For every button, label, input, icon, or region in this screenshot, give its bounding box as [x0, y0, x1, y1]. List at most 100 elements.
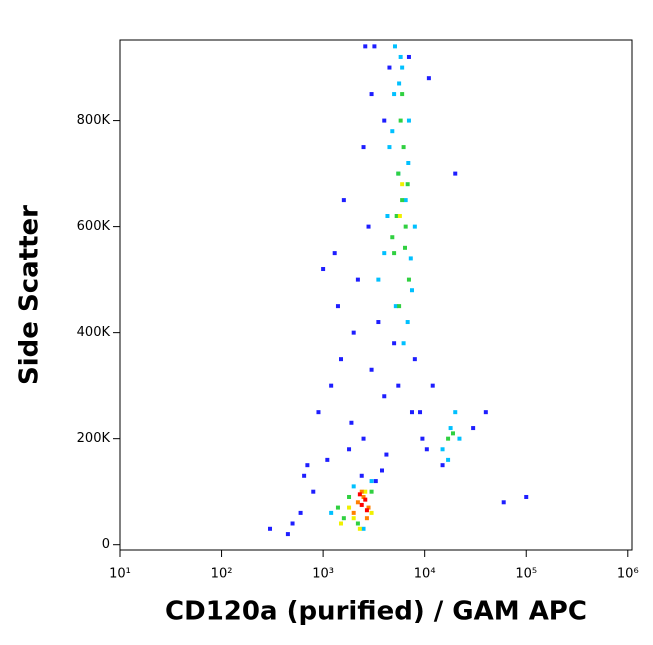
point	[405, 182, 410, 187]
y-tick-label: 600K	[77, 219, 111, 234]
point	[359, 502, 364, 507]
point	[339, 521, 344, 526]
y-tick-label: 400K	[77, 325, 111, 340]
point	[392, 341, 397, 346]
point	[316, 410, 321, 415]
point	[392, 92, 397, 97]
point	[424, 447, 429, 452]
point	[351, 516, 356, 521]
point	[363, 497, 368, 502]
point	[369, 510, 374, 515]
point	[376, 277, 381, 282]
x-tick-label: 10⁵	[515, 567, 537, 582]
point	[398, 118, 403, 123]
point	[397, 214, 402, 219]
point	[285, 532, 290, 537]
point	[396, 171, 401, 176]
point	[385, 214, 390, 219]
point	[483, 410, 488, 415]
point	[355, 277, 360, 282]
x-tick-label: 10⁴	[414, 567, 436, 582]
point	[325, 457, 330, 462]
point	[361, 145, 366, 150]
point	[453, 171, 458, 176]
point	[366, 505, 371, 510]
point	[394, 214, 399, 219]
point	[440, 463, 445, 468]
x-tick-label: 10¹	[109, 567, 131, 582]
point	[369, 479, 374, 484]
point	[335, 505, 340, 510]
point	[412, 357, 417, 362]
point	[369, 489, 374, 494]
y-tick-label: 0	[102, 537, 110, 552]
point	[397, 81, 402, 86]
point	[361, 526, 366, 531]
point	[446, 457, 451, 462]
point	[380, 468, 385, 473]
point	[426, 76, 431, 81]
point	[366, 224, 371, 229]
x-tick-label: 10³	[312, 567, 334, 582]
point	[341, 198, 346, 203]
point	[382, 394, 387, 399]
point	[351, 510, 356, 515]
point	[347, 505, 352, 510]
point	[302, 473, 307, 478]
point	[363, 489, 368, 494]
point	[382, 118, 387, 123]
point	[351, 484, 356, 489]
point	[339, 357, 344, 362]
point	[305, 463, 310, 468]
point	[369, 92, 374, 97]
point	[430, 383, 435, 388]
point	[382, 251, 387, 256]
point	[363, 44, 368, 49]
point	[446, 436, 451, 441]
point	[347, 447, 352, 452]
point	[357, 526, 362, 531]
point	[268, 526, 273, 531]
point	[376, 320, 381, 325]
point	[400, 182, 405, 187]
point	[471, 426, 476, 431]
point	[405, 320, 410, 325]
point	[290, 521, 295, 526]
point	[298, 510, 303, 515]
point	[448, 426, 453, 431]
point	[402, 245, 407, 250]
point	[408, 256, 413, 261]
y-tick-label: 800K	[77, 113, 111, 128]
point	[347, 494, 352, 499]
point	[390, 129, 395, 134]
point	[349, 420, 354, 425]
point	[321, 267, 326, 272]
point	[400, 65, 405, 70]
point	[369, 367, 374, 372]
point	[403, 198, 408, 203]
point	[390, 235, 395, 240]
point	[387, 145, 392, 150]
point	[412, 224, 417, 229]
point	[403, 224, 408, 229]
point	[409, 410, 414, 415]
point	[361, 436, 366, 441]
point	[372, 44, 377, 49]
point	[341, 516, 346, 521]
y-tick-label: 200K	[77, 431, 111, 446]
point	[392, 251, 397, 256]
point	[418, 410, 423, 415]
point	[406, 160, 411, 165]
point	[420, 436, 425, 441]
point	[311, 489, 316, 494]
point	[357, 492, 362, 497]
x-tick-label: 10²	[211, 567, 233, 582]
point	[387, 65, 392, 70]
x-axis-title: CD120a (purified) / GAM APC	[165, 597, 587, 627]
point	[364, 516, 369, 521]
point	[397, 304, 402, 309]
point	[400, 92, 405, 97]
point	[401, 145, 406, 150]
point	[393, 304, 398, 309]
